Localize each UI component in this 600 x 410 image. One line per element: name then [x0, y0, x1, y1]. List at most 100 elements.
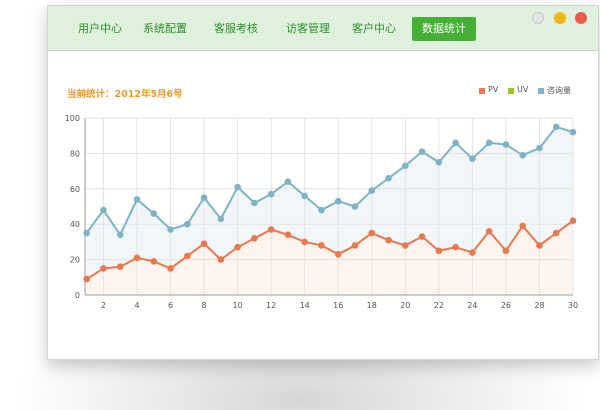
data-point-series-1-23 — [452, 243, 459, 251]
data-point-series-1-7 — [183, 252, 191, 260]
app-window: 用户中心 系统配置 客服考核 访客管理 客户中心 数据统计 当前统计：2012年… — [47, 5, 599, 360]
data-point-series-0-22 — [435, 158, 443, 166]
data-point-series-0-30 — [569, 128, 577, 136]
data-point-series-0-15 — [318, 206, 325, 214]
nav-item-user-center[interactable]: 用户中心 — [78, 22, 122, 35]
maximize-icon[interactable] — [554, 12, 566, 24]
data-point-series-0-20 — [402, 162, 409, 170]
data-point-series-0-4 — [133, 196, 141, 203]
top-nav-bar: 用户中心 系统配置 客服考核 访客管理 客户中心 数据统计 — [48, 6, 598, 51]
nav-item-data-statistics[interactable]: 数据统计 — [412, 17, 476, 41]
data-point-series-1-8 — [200, 240, 208, 247]
x-tick-label-22: 22 — [434, 301, 444, 310]
data-point-series-1-4 — [133, 254, 141, 262]
data-point-series-0-24 — [469, 155, 476, 163]
data-point-series-1-29 — [552, 229, 560, 237]
data-point-series-1-10 — [234, 243, 241, 251]
area-fill-series-1 — [86, 220, 573, 295]
legend-swatch-pv — [479, 88, 485, 94]
data-point-series-0-21 — [418, 148, 426, 155]
data-point-series-1-14 — [301, 238, 308, 246]
legend-label-consultations: 咨询量 — [547, 86, 571, 95]
nav-item-service-assessment[interactable]: 客服考核 — [214, 22, 258, 35]
data-point-series-0-26 — [502, 141, 510, 148]
data-point-series-1-30 — [569, 217, 577, 224]
legend-label-uv: UV — [517, 85, 529, 94]
data-point-series-0-16 — [334, 197, 342, 205]
data-point-series-0-11 — [251, 199, 258, 207]
data-point-series-1-18 — [368, 229, 376, 237]
x-tick-label-14: 14 — [300, 301, 310, 310]
data-point-series-1-9 — [217, 256, 225, 263]
x-tick-label-12: 12 — [266, 301, 276, 310]
x-tick-label-26: 26 — [501, 301, 511, 310]
data-point-series-0-18 — [368, 187, 376, 194]
data-point-series-1-5 — [150, 258, 158, 265]
x-tick-label-6: 6 — [168, 301, 173, 310]
x-tick-label-2: 2 — [101, 301, 106, 310]
x-tick-label-16: 16 — [333, 301, 343, 310]
data-point-series-1-2 — [100, 265, 107, 272]
close-icon[interactable] — [575, 12, 587, 24]
data-point-series-0-23 — [452, 139, 459, 147]
y-tick-label-60: 60 — [70, 185, 80, 194]
data-point-series-0-27 — [519, 151, 526, 159]
data-point-series-0-2 — [100, 206, 107, 214]
data-point-series-1-12 — [267, 226, 275, 233]
data-point-series-1-11 — [251, 235, 258, 242]
data-point-series-1-21 — [418, 233, 426, 240]
legend-swatch-uv — [508, 88, 514, 94]
data-point-series-0-29 — [552, 123, 560, 131]
data-point-series-1-13 — [284, 231, 292, 239]
data-point-series-0-10 — [234, 183, 241, 191]
data-point-series-1-26 — [502, 247, 510, 255]
data-point-series-1-17 — [351, 242, 359, 249]
x-tick-label-24: 24 — [467, 301, 477, 310]
nav-item-visitor-management[interactable]: 访客管理 — [286, 22, 330, 35]
data-point-series-0-28 — [536, 144, 543, 152]
data-point-series-0-19 — [385, 174, 392, 182]
x-tick-label-4: 4 — [134, 301, 139, 310]
x-tick-label-10: 10 — [233, 301, 243, 310]
data-point-series-1-25 — [485, 227, 493, 235]
legend-label-pv: PV — [488, 85, 499, 94]
x-tick-label-8: 8 — [202, 301, 207, 310]
legend-swatch-consultations — [538, 88, 544, 94]
chart-title: 当前统计：2012年5月6号 — [67, 89, 183, 100]
data-point-series-0-9 — [217, 215, 225, 223]
data-point-series-0-14 — [301, 192, 308, 200]
data-point-series-0-25 — [485, 139, 493, 147]
data-point-series-1-3 — [116, 263, 124, 270]
x-tick-label-30: 30 — [568, 301, 578, 310]
data-point-series-1-27 — [519, 222, 526, 230]
data-point-series-1-16 — [334, 250, 342, 258]
y-tick-label-0: 0 — [75, 291, 80, 300]
data-point-series-1-20 — [402, 242, 409, 249]
data-point-series-0-5 — [150, 210, 158, 217]
x-tick-label-20: 20 — [400, 301, 410, 310]
y-tick-label-100: 100 — [65, 114, 80, 123]
nav-item-customer-center[interactable]: 客户中心 — [352, 22, 396, 35]
data-point-series-0-6 — [167, 226, 174, 233]
minimize-icon[interactable] — [532, 12, 544, 24]
data-point-series-1-6 — [167, 265, 174, 272]
nav-item-system-config[interactable]: 系统配置 — [143, 22, 187, 35]
data-point-series-0-3 — [116, 231, 124, 239]
y-tick-label-40: 40 — [70, 220, 80, 229]
data-point-series-0-12 — [267, 190, 275, 198]
chart-legend: PV UV 咨询量 — [479, 85, 591, 99]
x-tick-label-28: 28 — [534, 301, 544, 310]
data-point-series-0-1 — [83, 229, 90, 237]
data-point-series-0-13 — [284, 178, 292, 186]
data-point-series-1-1 — [83, 275, 90, 283]
y-tick-label-80: 80 — [70, 149, 80, 158]
data-point-series-1-28 — [536, 242, 543, 249]
data-point-series-0-7 — [183, 220, 191, 228]
data-point-series-0-17 — [351, 203, 359, 210]
data-point-series-1-15 — [318, 242, 325, 249]
data-point-series-1-19 — [385, 236, 392, 244]
data-point-series-0-8 — [200, 194, 208, 201]
y-tick-label-20: 20 — [70, 256, 80, 265]
